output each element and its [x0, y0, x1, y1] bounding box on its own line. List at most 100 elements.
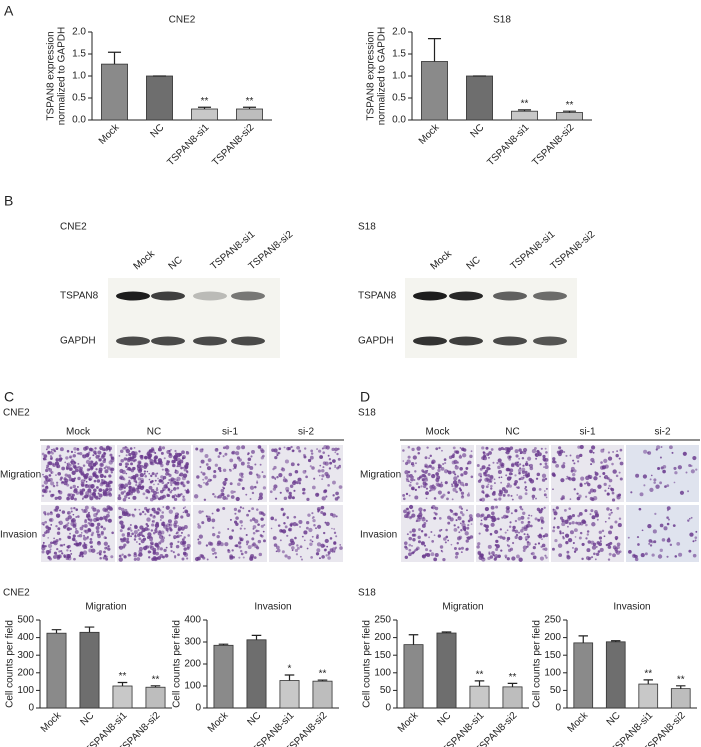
- cell: [402, 460, 405, 462]
- cell: [437, 468, 441, 473]
- cell: [444, 481, 448, 485]
- cell: [663, 526, 668, 531]
- cell: [97, 551, 100, 554]
- cell: [132, 466, 136, 470]
- cell: [598, 530, 602, 534]
- cell: [136, 533, 141, 538]
- cell: [465, 547, 469, 551]
- cell: [518, 471, 521, 475]
- cell: [187, 534, 190, 537]
- cell: [586, 530, 590, 533]
- cell: [313, 477, 316, 480]
- cell: [552, 488, 554, 491]
- cell: [272, 536, 277, 540]
- cell: [85, 459, 91, 465]
- cell: [553, 518, 556, 520]
- cell: [274, 497, 278, 500]
- cell: [552, 457, 556, 461]
- cell: [438, 446, 441, 450]
- cell: [666, 522, 670, 526]
- cell: [321, 478, 324, 480]
- cell: [147, 450, 150, 453]
- cell: [666, 555, 669, 558]
- cell: [408, 494, 411, 497]
- cell: [525, 460, 528, 463]
- cell: [119, 529, 123, 533]
- cell: [500, 549, 503, 552]
- cell: [107, 511, 110, 514]
- cell: [518, 557, 523, 562]
- cell: [571, 514, 576, 518]
- cell: [202, 478, 205, 481]
- cell: [572, 459, 575, 462]
- cell: [426, 446, 429, 449]
- cell: [655, 484, 660, 489]
- cell: [470, 450, 473, 453]
- cell: [126, 540, 130, 544]
- cell: [506, 447, 510, 451]
- cell: [219, 469, 222, 473]
- cell: [174, 471, 177, 474]
- cell: [643, 449, 648, 454]
- cell: [128, 479, 131, 482]
- cell: [155, 522, 160, 526]
- y-tick-label: 100: [544, 667, 561, 678]
- band: [493, 336, 527, 346]
- cell: [316, 542, 322, 547]
- cell: [177, 528, 181, 532]
- cell: [154, 494, 159, 500]
- cell: [84, 494, 89, 499]
- cell: [545, 487, 548, 490]
- y-tick-label: 0: [195, 703, 201, 714]
- cell: [262, 475, 266, 479]
- cell: [121, 510, 126, 514]
- cell: [130, 529, 133, 532]
- y-tick-label: 0.5: [72, 93, 86, 104]
- cell: [649, 544, 653, 547]
- cell: [296, 445, 300, 450]
- cell: [69, 550, 72, 552]
- cell: [174, 449, 177, 453]
- cell: [477, 479, 482, 483]
- cell: [573, 462, 576, 465]
- cell: [433, 534, 436, 537]
- cell: [417, 486, 421, 489]
- cell: [247, 545, 252, 550]
- cell: [489, 532, 493, 536]
- cell: [93, 488, 97, 493]
- cell: [153, 529, 157, 532]
- significance: **: [119, 671, 127, 682]
- cell: [73, 557, 76, 561]
- cell: [409, 481, 412, 484]
- cell: [405, 492, 409, 496]
- y-tick-label: 250: [544, 615, 561, 626]
- cell: [280, 468, 283, 471]
- cell: [50, 541, 53, 545]
- error-bar: [51, 629, 62, 634]
- cell: [334, 466, 336, 469]
- cell: [445, 535, 449, 539]
- cell: [136, 557, 141, 561]
- cell: [322, 531, 326, 535]
- cell: [187, 491, 190, 493]
- cell: [486, 452, 490, 457]
- band: [231, 291, 265, 301]
- cell: [494, 482, 496, 484]
- cell: [66, 496, 70, 501]
- cell: [288, 491, 292, 496]
- cell: [575, 454, 580, 459]
- cell: [595, 545, 598, 548]
- cell: [183, 536, 186, 539]
- cell: [457, 516, 462, 521]
- cell: [466, 509, 468, 512]
- cell: [432, 484, 435, 487]
- cell: [251, 517, 256, 521]
- cell: [305, 475, 308, 479]
- cell: [168, 478, 171, 482]
- cell: [177, 493, 180, 496]
- cell: [442, 558, 446, 562]
- cell: [213, 551, 217, 555]
- cell: [156, 487, 159, 489]
- cell: [86, 513, 91, 518]
- cell: [509, 521, 512, 524]
